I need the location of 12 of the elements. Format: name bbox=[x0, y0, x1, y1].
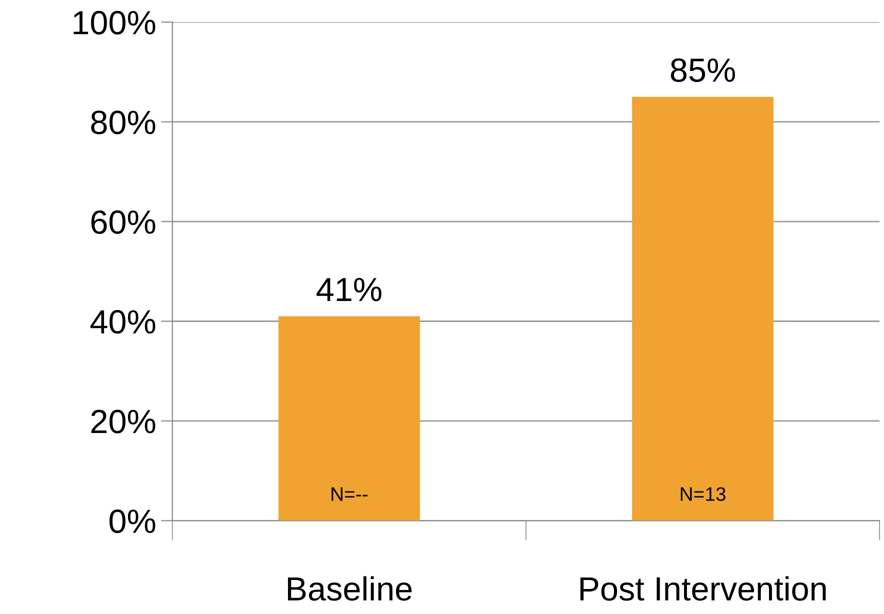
y-tick-label: 100% bbox=[74, 10, 156, 35]
y-tick-label: 60% bbox=[91, 210, 156, 234]
x-tick-label: Baseline bbox=[288, 576, 412, 601]
y-tick-label: 40% bbox=[90, 310, 156, 334]
data-label: 41% bbox=[316, 278, 382, 302]
y-tick-label: 80% bbox=[91, 110, 156, 134]
annotation: N=-- bbox=[332, 487, 368, 501]
annotation: N=13 bbox=[680, 487, 726, 501]
y-tick-label: 20% bbox=[91, 410, 156, 434]
y-tick-label: 0% bbox=[110, 509, 156, 534]
data-label: 85% bbox=[670, 58, 735, 82]
x-tick-label: Post Intervention bbox=[580, 576, 826, 601]
